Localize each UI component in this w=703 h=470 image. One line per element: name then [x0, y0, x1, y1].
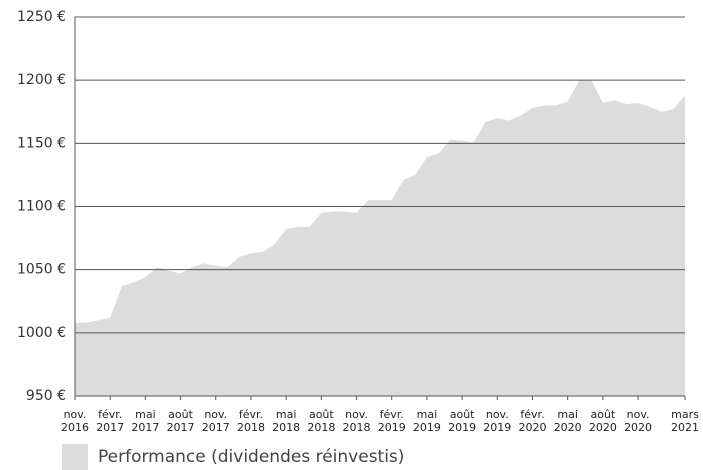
x-tick-label: mai 2018: [272, 408, 301, 434]
x-tick-label: nov. 2016: [61, 408, 89, 434]
x-tick-label: août 2017: [166, 408, 195, 434]
legend-label: Performance (dividendes réinvestis): [98, 447, 405, 467]
x-tick-label: nov. 2020: [624, 408, 653, 434]
x-tick-label: nov. 2018: [342, 408, 371, 434]
x-tick-label: mai 2020: [553, 408, 582, 434]
y-tick-label: 1100 €: [17, 199, 66, 215]
x-tick-label: nov. 2019: [483, 408, 512, 434]
y-tick-label: 1200 €: [17, 72, 66, 88]
y-tick-label: 1250 €: [17, 9, 66, 25]
x-tick-label: févr. 2017: [96, 408, 125, 434]
x-tick-label: nov. 2017: [201, 408, 230, 434]
x-tick-label: août 2019: [448, 408, 477, 434]
area: [75, 80, 685, 397]
x-tick-label: mai 2019: [412, 408, 441, 434]
x-tick-label: mai 2017: [131, 408, 160, 434]
plot: 950 € 1000 € 1050 € 1100 € 1150 € 1200 € 1250 …: [17, 9, 686, 404]
x-tick-label: août 2018: [307, 408, 336, 434]
y-tick-label: 950 €: [26, 388, 66, 404]
legend-swatch: [62, 444, 88, 470]
x-tick-label: févr. 2020: [518, 408, 547, 434]
x-tick-label: févr. 2019: [377, 408, 406, 434]
x-tick-label: août 2020: [588, 408, 617, 434]
y-tick-label: 1000 €: [17, 325, 66, 341]
y-tick-label: 1050 €: [17, 262, 66, 278]
x-tick-label: mars 2021: [671, 408, 699, 434]
x-tick-label: févr. 2018: [236, 408, 265, 434]
y-tick-label: 1150 €: [17, 135, 66, 151]
